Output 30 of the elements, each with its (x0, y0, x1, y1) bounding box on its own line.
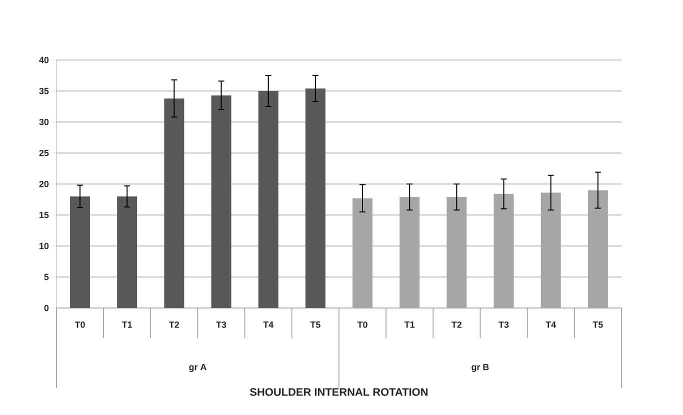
bar (70, 196, 90, 308)
x-tick-label: T4 (546, 322, 556, 328)
x-tick-label: T0 (74, 322, 85, 328)
text: gr B (472, 364, 489, 372)
x-tick-label: T3 (216, 322, 226, 328)
bar (164, 98, 184, 308)
bar (117, 196, 138, 308)
x-tick-label: T1 (404, 322, 415, 328)
bar (258, 91, 278, 308)
bar (211, 95, 232, 308)
y-tick-label: 0 (44, 304, 49, 312)
text: SHOULDER INTERNAL ROTATION (250, 388, 428, 396)
y-tick-label: 25 (39, 150, 49, 156)
y-tick-label: 40 (39, 56, 49, 64)
y-tick-label: 20 (39, 180, 49, 188)
text: gr A (189, 364, 206, 372)
x-tick-label: T2 (169, 322, 180, 328)
y-tick-label: 5 (44, 274, 49, 280)
y-tick-label: 35 (39, 88, 49, 94)
x-tick-label: T0 (357, 322, 368, 328)
bar (305, 88, 326, 308)
y-tick-label: 10 (40, 242, 49, 250)
y-tick-label: 30 (39, 118, 49, 126)
x-tick-label: T1 (122, 322, 132, 328)
x-tick-label: T4 (263, 322, 274, 328)
y-tick-label: 15 (40, 212, 49, 218)
x-tick-label: T5 (592, 322, 603, 328)
x-tick-label: T3 (498, 322, 509, 328)
x-tick-label: T2 (452, 322, 462, 328)
x-tick-label: T5 (310, 322, 320, 328)
